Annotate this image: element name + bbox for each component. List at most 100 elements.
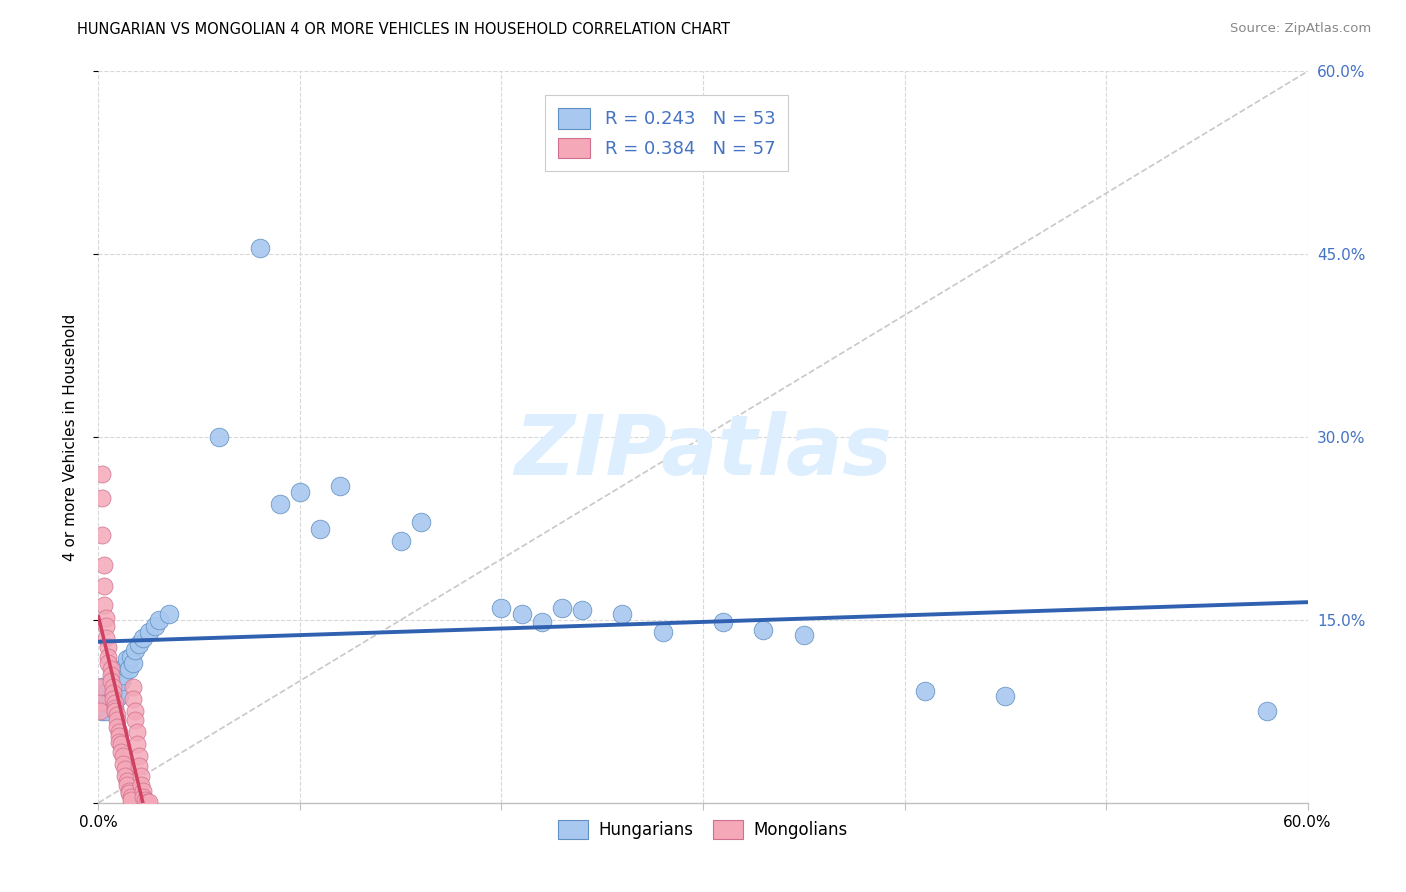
Point <box>97 696 120 710</box>
Point <box>107 689 129 703</box>
Point <box>115 773 138 788</box>
Point <box>110 745 132 759</box>
Point <box>97 656 120 670</box>
Point <box>157 607 180 621</box>
Point <box>101 680 124 694</box>
Text: HUNGARIAN VS MONGOLIAN 4 OR MORE VEHICLES IN HOUSEHOLD CORRELATION CHART: HUNGARIAN VS MONGOLIAN 4 OR MORE VEHICLE… <box>77 22 730 37</box>
Point <box>269 497 291 511</box>
Point <box>120 649 142 664</box>
Point <box>93 698 115 713</box>
Point <box>530 615 553 630</box>
Point <box>114 659 136 673</box>
Point <box>118 786 141 800</box>
Point <box>101 686 124 700</box>
Point <box>89 696 111 710</box>
Point <box>114 769 136 783</box>
Point <box>121 656 143 670</box>
Point <box>551 600 574 615</box>
Point <box>121 680 143 694</box>
Point <box>105 683 128 698</box>
Point <box>129 769 152 783</box>
Point <box>96 705 118 719</box>
Point <box>101 676 124 690</box>
Point <box>97 683 120 698</box>
Point <box>309 521 332 535</box>
Point <box>115 778 138 792</box>
Point <box>89 692 111 706</box>
Point <box>124 705 146 719</box>
Point <box>111 667 134 681</box>
Point <box>208 430 231 444</box>
Point <box>91 705 114 719</box>
Point <box>103 696 125 710</box>
Point <box>571 603 593 617</box>
Point <box>101 686 124 700</box>
Point <box>97 649 120 664</box>
Point <box>711 615 734 630</box>
Point <box>96 689 118 703</box>
Point <box>994 689 1017 703</box>
Point <box>249 241 271 255</box>
Point <box>132 789 155 804</box>
Point <box>107 729 129 743</box>
Point <box>115 652 138 666</box>
Point <box>120 793 142 807</box>
Point <box>128 637 150 651</box>
Point <box>124 643 146 657</box>
Point <box>138 795 160 809</box>
Point <box>89 680 111 694</box>
Point <box>612 607 634 621</box>
Y-axis label: 4 or more Vehicles in Household: 4 or more Vehicles in Household <box>63 313 77 561</box>
Point <box>91 491 114 505</box>
Point <box>93 686 115 700</box>
Legend: Hungarians, Mongolians: Hungarians, Mongolians <box>551 814 855 846</box>
Point <box>103 705 125 719</box>
Point <box>491 600 513 615</box>
Point <box>103 700 125 714</box>
Point <box>100 667 122 681</box>
Point <box>121 692 143 706</box>
Point <box>118 662 141 676</box>
Point <box>93 579 115 593</box>
Point <box>110 737 132 751</box>
Point <box>100 662 122 676</box>
Point <box>114 762 136 776</box>
Point <box>100 680 122 694</box>
Point <box>91 527 114 541</box>
Point <box>107 676 129 690</box>
Point <box>97 640 120 654</box>
Point <box>135 795 157 809</box>
Point <box>132 632 155 646</box>
Point <box>143 619 166 633</box>
Point <box>120 789 142 804</box>
Point <box>110 673 132 688</box>
Point <box>914 683 936 698</box>
Point <box>132 783 155 797</box>
Point <box>96 610 118 624</box>
Point <box>129 778 152 792</box>
Point <box>118 783 141 797</box>
Point <box>125 737 148 751</box>
Point <box>100 673 122 688</box>
Point <box>111 756 134 771</box>
Point <box>91 680 114 694</box>
Text: Source: ZipAtlas.com: Source: ZipAtlas.com <box>1230 22 1371 36</box>
Point <box>107 725 129 739</box>
Point <box>105 720 128 734</box>
Point <box>89 705 111 719</box>
Point <box>134 793 156 807</box>
Point <box>128 749 150 764</box>
Point <box>111 749 134 764</box>
Point <box>1256 705 1278 719</box>
Point <box>389 533 412 548</box>
Point <box>793 627 815 641</box>
Point <box>105 713 128 727</box>
Point <box>329 479 352 493</box>
Point <box>128 759 150 773</box>
Point <box>107 735 129 749</box>
Point <box>138 625 160 640</box>
Point <box>510 607 533 621</box>
Point <box>288 485 311 500</box>
Point <box>103 692 125 706</box>
Point <box>91 467 114 481</box>
